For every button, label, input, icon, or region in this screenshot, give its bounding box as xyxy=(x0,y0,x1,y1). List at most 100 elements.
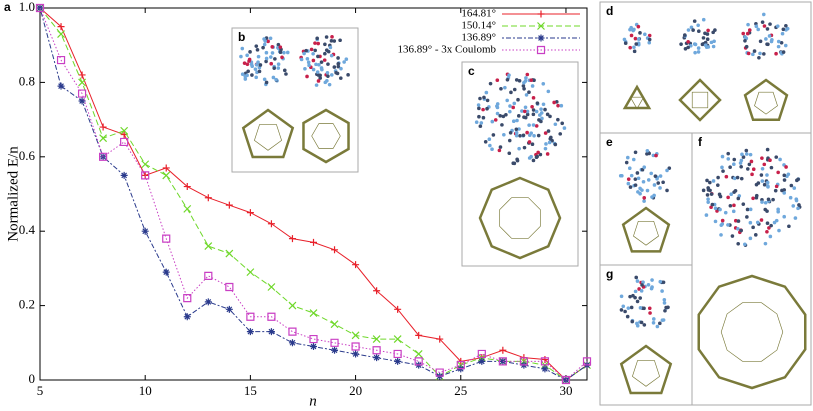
molecule-atom xyxy=(650,195,654,199)
marker xyxy=(225,249,234,258)
molecule-atom xyxy=(633,183,638,187)
marker xyxy=(141,171,150,180)
polyhedron xyxy=(697,274,807,390)
molecule-atom xyxy=(531,108,536,112)
marker xyxy=(120,126,129,135)
molecule-atom xyxy=(313,48,317,53)
molecule-atom xyxy=(642,196,647,200)
molecule-atom xyxy=(773,188,778,193)
molecule-atom xyxy=(330,35,334,39)
marker xyxy=(435,368,444,377)
molecule-atom xyxy=(663,308,667,313)
molecule-atom xyxy=(508,130,513,135)
molecule-atom xyxy=(338,38,342,43)
molecule-atom xyxy=(762,182,767,187)
molecule-atom xyxy=(666,305,670,310)
polyhedron xyxy=(499,197,541,239)
molecule-atom xyxy=(759,173,764,177)
marker xyxy=(267,312,276,321)
molecule-atom xyxy=(619,308,624,312)
molecule-atom xyxy=(787,224,791,229)
marker xyxy=(582,357,592,366)
molecule-atom xyxy=(540,116,544,121)
molecule-atom xyxy=(318,76,322,80)
molecule-atom xyxy=(507,138,512,143)
molecule-atom xyxy=(270,51,275,55)
legend-label: 164.81° xyxy=(461,8,496,20)
marker xyxy=(246,312,255,321)
molecule-atom xyxy=(726,223,730,227)
molecule-atom xyxy=(512,87,517,92)
molecule-atom xyxy=(548,114,552,119)
molecule-atom xyxy=(796,177,800,182)
molecule-atom xyxy=(534,124,539,128)
molecule-atom xyxy=(711,179,716,183)
molecule-atom xyxy=(332,65,337,69)
molecule-atom xyxy=(762,24,767,28)
molecule-atom xyxy=(769,223,773,228)
molecule-atom xyxy=(240,72,245,77)
molecule-atom xyxy=(485,98,490,103)
molecule-atom xyxy=(697,29,701,34)
molecule-atom xyxy=(490,119,495,124)
molecule-atom xyxy=(766,197,771,202)
marker xyxy=(456,361,465,370)
molecule-atom xyxy=(629,33,634,38)
molecule-atom xyxy=(318,73,322,78)
molecule-atom xyxy=(536,133,541,138)
molecule-atom xyxy=(495,104,499,108)
molecule-atom xyxy=(713,219,718,224)
molecule-atom xyxy=(254,75,258,80)
molecule-atom xyxy=(756,27,761,32)
molecule-atom xyxy=(508,109,512,114)
molecule-atom xyxy=(648,311,652,315)
molecule-atom xyxy=(731,209,736,214)
molecule-atom xyxy=(660,318,665,322)
y-tick-label: 0.8 xyxy=(19,73,35,88)
molecule-atom xyxy=(344,57,349,62)
molecule-atom xyxy=(730,234,735,238)
molecule-atom xyxy=(515,157,519,162)
molecule-atom xyxy=(629,173,634,178)
marker xyxy=(225,305,233,313)
legend-marker xyxy=(537,10,545,18)
molecule-atom xyxy=(732,162,736,167)
molecule-atom xyxy=(264,56,269,61)
image-panel xyxy=(231,27,359,173)
molecule-atom xyxy=(623,309,627,314)
marker xyxy=(78,71,86,79)
molecule-atom xyxy=(527,123,531,127)
molecule-atom xyxy=(723,210,728,215)
molecule-atom xyxy=(638,191,642,196)
panel-label: b xyxy=(238,30,245,44)
molecule-atom xyxy=(752,49,757,53)
molecule-atom xyxy=(503,85,507,90)
molecule-atom xyxy=(628,294,632,299)
molecule-atom xyxy=(552,100,556,105)
molecule-atom xyxy=(783,43,788,48)
molecule-atom xyxy=(261,45,265,50)
molecule-atom xyxy=(635,171,640,175)
molecule-atom xyxy=(481,107,485,112)
molecule-atom xyxy=(530,142,535,147)
molecule-atom xyxy=(249,62,254,67)
molecule-atom xyxy=(316,54,320,59)
molecule-atom xyxy=(706,186,710,190)
molecule-atom xyxy=(264,59,268,64)
marker xyxy=(352,261,360,269)
polyhedron xyxy=(720,302,784,362)
molecule-atom xyxy=(543,107,547,112)
marker xyxy=(372,335,381,344)
molecule-atom xyxy=(485,106,489,111)
panel-label: e xyxy=(606,135,613,149)
marker xyxy=(352,350,360,358)
molecule-atom xyxy=(518,133,522,138)
molecule-atom xyxy=(774,155,779,159)
molecule-atom xyxy=(756,181,761,185)
molecule-atom xyxy=(705,193,710,197)
molecule-atom xyxy=(246,69,250,74)
molecule-atom xyxy=(774,184,779,189)
molecule-atom xyxy=(720,165,724,170)
molecule-atom xyxy=(529,154,533,159)
molecule-atom xyxy=(562,126,567,130)
